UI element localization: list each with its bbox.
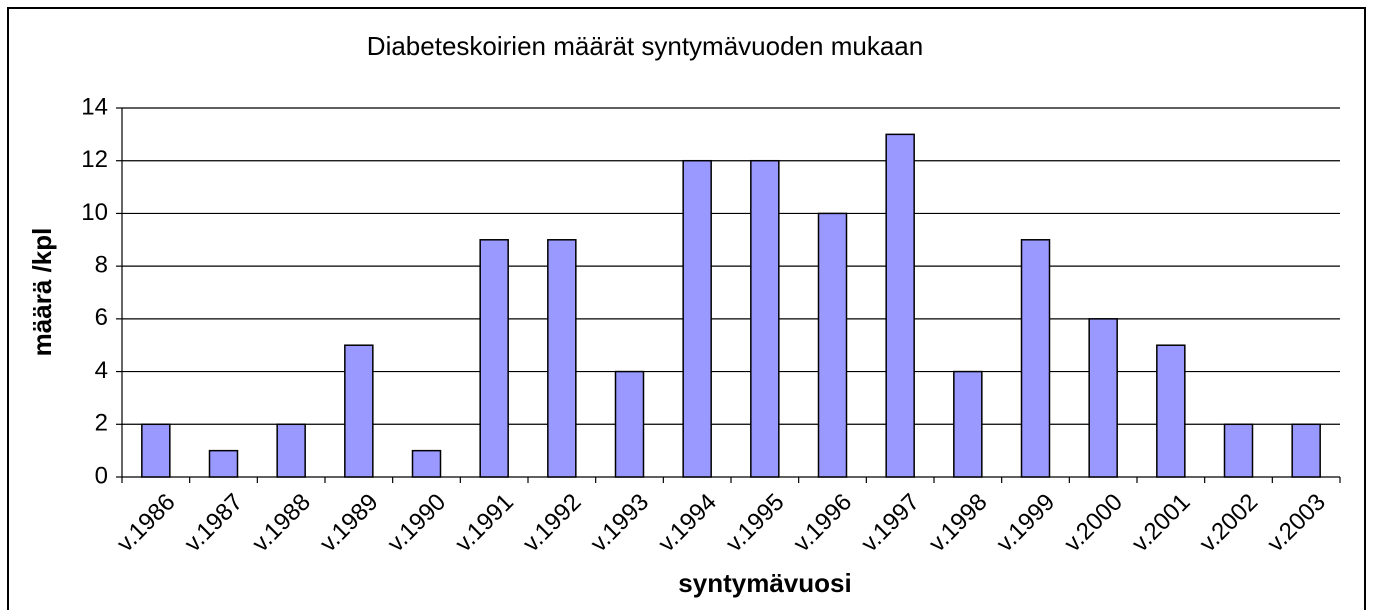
x-tick-label: v.1989	[315, 489, 384, 558]
bar	[750, 159, 780, 478]
bar	[208, 449, 239, 478]
x-tick-label: v.1997	[856, 489, 925, 558]
y-tick-label: 10	[81, 199, 108, 226]
bar	[953, 370, 983, 478]
x-tick-label: v.1990	[382, 489, 451, 558]
y-tick-label: 14	[81, 93, 108, 120]
bar	[479, 239, 509, 478]
x-tick-label: v.2001	[1127, 489, 1196, 558]
bar	[614, 370, 645, 478]
x-tick-label: v.1995	[721, 489, 790, 558]
bar	[344, 344, 374, 478]
bar	[1156, 344, 1186, 478]
x-axis-label: syntymävuosi	[678, 568, 851, 598]
bar	[1223, 423, 1254, 478]
y-axis-label: määrä /kpl	[27, 228, 57, 357]
x-tick-label: v.1987	[179, 489, 248, 558]
x-tick-label: v.1996	[788, 489, 857, 558]
bar	[1088, 318, 1118, 478]
bar	[276, 423, 306, 478]
y-tick-label: 6	[95, 304, 108, 331]
x-tick-label: v.1993	[585, 489, 654, 558]
x-tick-label: v.2003	[1262, 489, 1331, 558]
bar	[141, 423, 171, 478]
x-tick-label: v.1991	[450, 489, 519, 558]
x-tick-label: v.2000	[1059, 489, 1128, 558]
y-tick-label: 4	[95, 357, 108, 384]
frame	[7, 7, 1366, 610]
bar	[682, 159, 712, 478]
chart-title: Diabeteskoirien määrät syntymävuoden muk…	[367, 31, 923, 61]
x-tick-label: v.1992	[518, 489, 587, 558]
y-tick-label: 8	[95, 251, 108, 278]
y-tick-label: 12	[81, 146, 108, 173]
x-tick-label: v.1986	[112, 489, 181, 558]
bar	[885, 133, 915, 478]
x-tick-label: v.1988	[247, 489, 316, 558]
x-tick-label: v.2002	[1194, 489, 1263, 558]
x-tick-label: v.1999	[991, 489, 1060, 558]
bar	[547, 239, 577, 478]
y-tick-label: 0	[95, 462, 108, 489]
x-tick-label: v.1994	[653, 489, 722, 558]
bar	[1020, 239, 1051, 478]
bar	[1291, 423, 1321, 478]
y-tick-label: 2	[95, 410, 108, 437]
bar	[817, 212, 848, 478]
bar	[411, 449, 442, 478]
x-tick-label: v.1998	[924, 489, 993, 558]
